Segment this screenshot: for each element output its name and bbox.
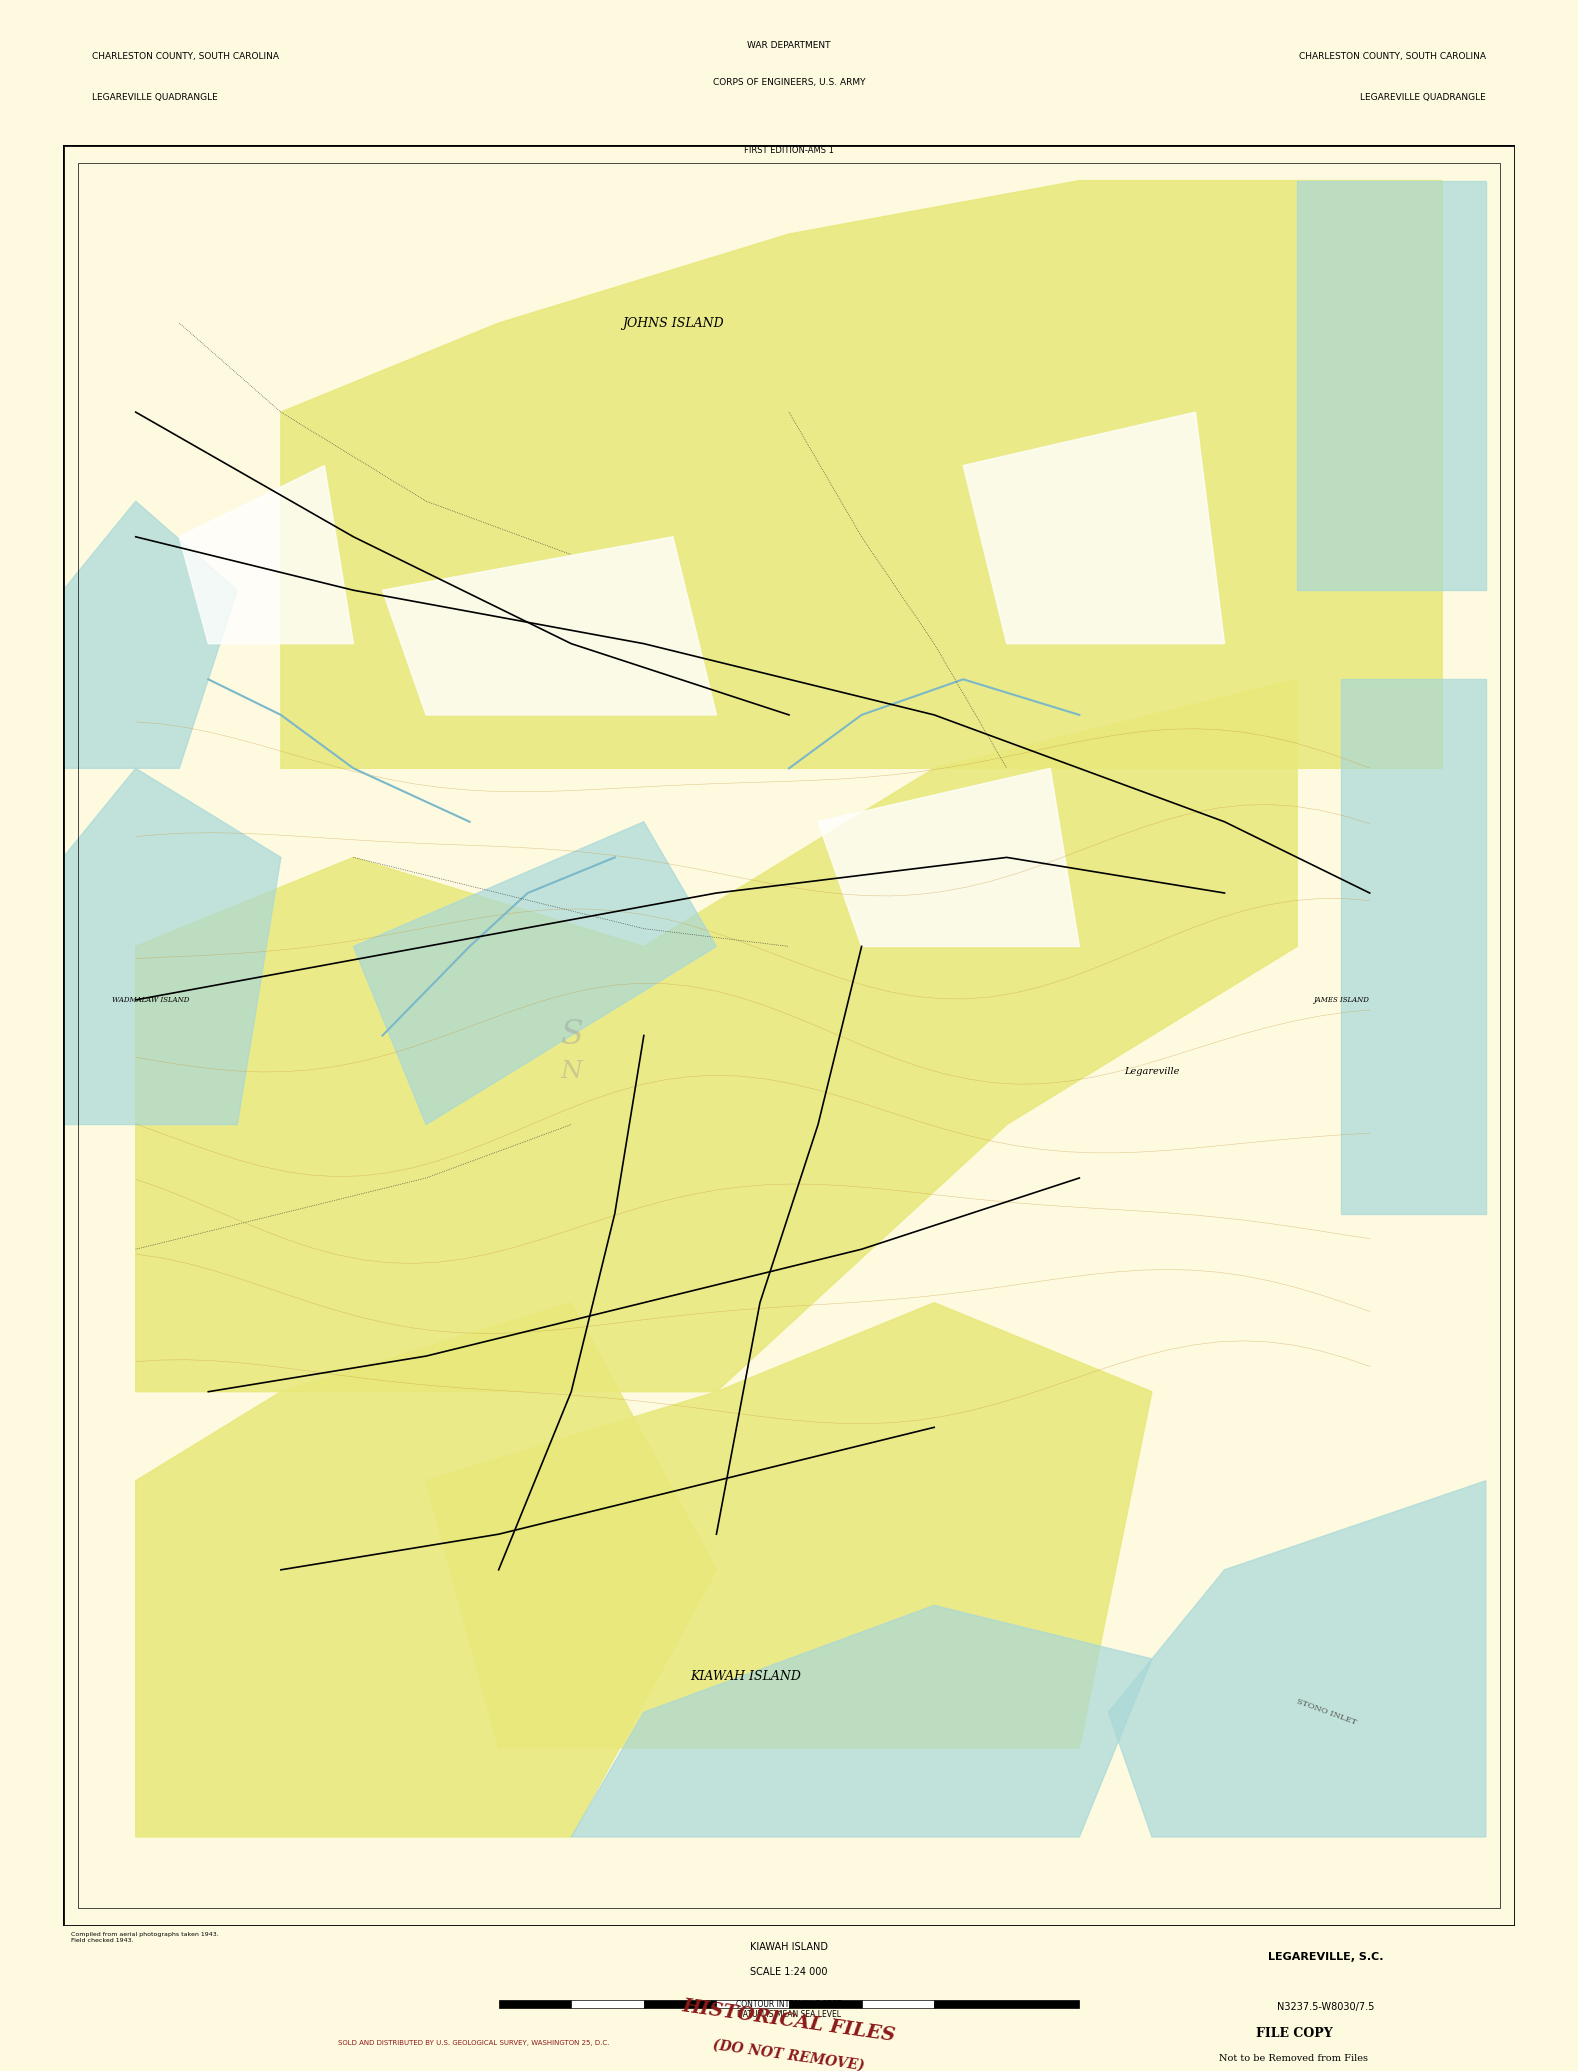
Text: Legareville: Legareville — [1124, 1067, 1180, 1075]
Polygon shape — [180, 466, 353, 644]
Text: Not to be Removed from Files: Not to be Removed from Files — [1220, 2054, 1368, 2063]
Text: CONTOUR INTERVAL 5 FEET
DATUM IS MEAN SEA LEVEL: CONTOUR INTERVAL 5 FEET DATUM IS MEAN SE… — [737, 2001, 841, 2019]
Text: CHARLESTON COUNTY, SOUTH CAROLINA: CHARLESTON COUNTY, SOUTH CAROLINA — [1299, 52, 1486, 60]
Text: LEGAREVILLE QUADRANGLE: LEGAREVILLE QUADRANGLE — [1360, 93, 1486, 101]
Polygon shape — [136, 679, 1297, 1392]
Polygon shape — [382, 536, 716, 714]
Text: WAR DEPARTMENT: WAR DEPARTMENT — [748, 41, 830, 50]
Text: SOLD AND DISTRIBUTED BY U.S. GEOLOGICAL SURVEY, WASHINGTON 25, D.C.: SOLD AND DISTRIBUTED BY U.S. GEOLOGICAL … — [338, 2040, 609, 2046]
Bar — [934, 2001, 1079, 2009]
Text: KIAWAH ISLAND: KIAWAH ISLAND — [750, 1943, 828, 1951]
Text: CORPS OF ENGINEERS, U.S. ARMY: CORPS OF ENGINEERS, U.S. ARMY — [713, 77, 865, 87]
Bar — [862, 2001, 934, 2009]
Bar — [571, 2001, 644, 2009]
Text: Compiled from aerial photographs taken 1943.
Field checked 1943.: Compiled from aerial photographs taken 1… — [71, 1932, 219, 1943]
Text: FIRST EDITION-AMS 1: FIRST EDITION-AMS 1 — [745, 145, 833, 155]
Text: SCALE 1:24 000: SCALE 1:24 000 — [750, 1967, 828, 1978]
Text: S: S — [560, 1019, 582, 1052]
Text: JAMES ISLAND: JAMES ISLAND — [1313, 996, 1368, 1004]
Text: WADMALAW ISLAND: WADMALAW ISLAND — [112, 996, 189, 1004]
Polygon shape — [1341, 679, 1486, 1214]
Polygon shape — [136, 1303, 716, 1837]
Polygon shape — [63, 768, 281, 1125]
Polygon shape — [1297, 180, 1486, 590]
Polygon shape — [426, 1303, 1152, 1748]
Text: N: N — [560, 1060, 582, 1083]
Text: N3237.5-W8030/7.5: N3237.5-W8030/7.5 — [1277, 2003, 1374, 2011]
Text: (DO NOT REMOVE): (DO NOT REMOVE) — [712, 2038, 866, 2071]
Polygon shape — [353, 822, 716, 1125]
Polygon shape — [817, 768, 1079, 946]
Text: KIAWAH ISLAND: KIAWAH ISLAND — [690, 1669, 802, 1684]
Text: HISTORICAL FILES: HISTORICAL FILES — [682, 1996, 896, 2046]
Text: JOHNS ISLAND: JOHNS ISLAND — [622, 317, 724, 329]
Text: LEGAREVILLE, S.C.: LEGAREVILLE, S.C. — [1267, 1953, 1384, 1961]
Text: STONO INLET: STONO INLET — [1296, 1698, 1357, 1727]
Polygon shape — [1108, 1481, 1486, 1837]
Text: CHARLESTON COUNTY, SOUTH CAROLINA: CHARLESTON COUNTY, SOUTH CAROLINA — [92, 52, 279, 60]
Bar — [716, 2001, 789, 2009]
Polygon shape — [571, 1605, 1152, 1837]
Text: LEGAREVILLE QUADRANGLE: LEGAREVILLE QUADRANGLE — [92, 93, 218, 101]
Bar — [789, 2001, 862, 2009]
Polygon shape — [281, 180, 1442, 768]
Polygon shape — [63, 501, 237, 768]
Text: FILE COPY: FILE COPY — [1256, 2028, 1332, 2040]
Bar — [644, 2001, 716, 2009]
Bar — [499, 2001, 571, 2009]
Polygon shape — [963, 412, 1225, 644]
